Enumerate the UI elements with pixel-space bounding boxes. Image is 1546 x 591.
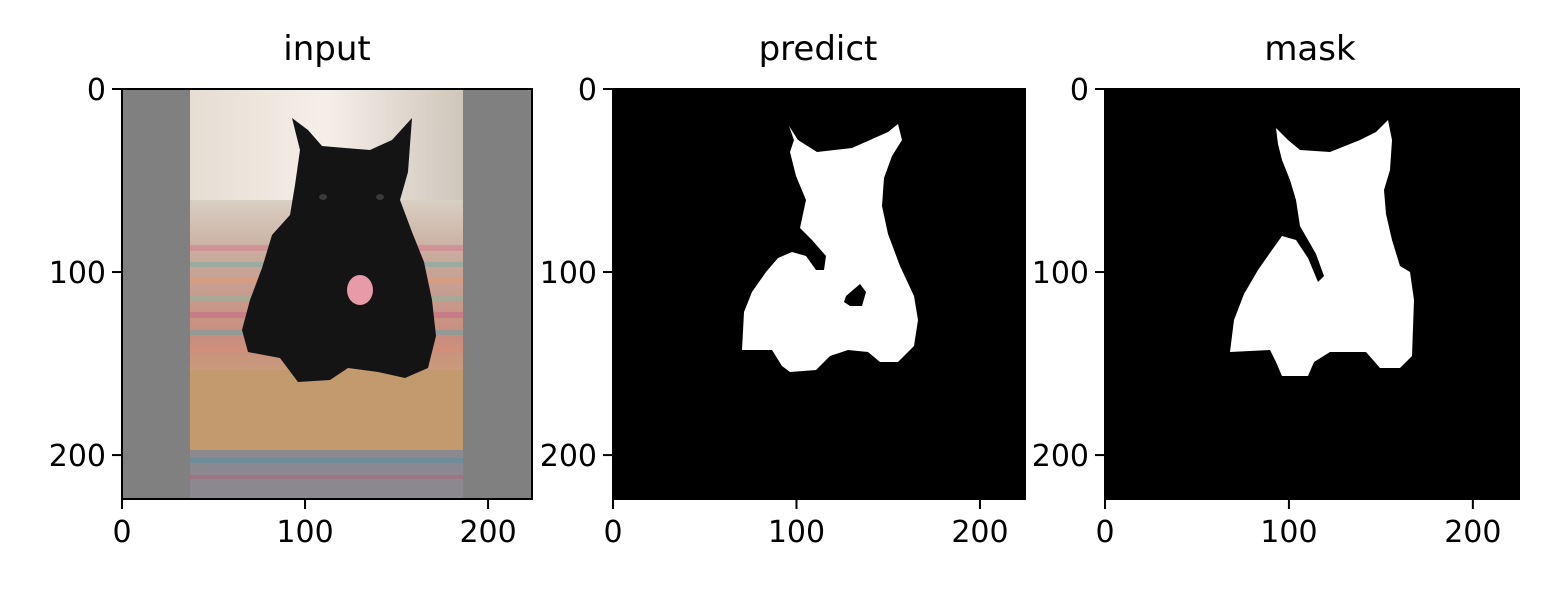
predicted-mask <box>742 124 918 372</box>
x-tick-label: 200 <box>459 515 516 550</box>
y-tick-label: 0 <box>87 73 106 108</box>
y-tick-label: 200 <box>49 439 106 474</box>
x-tick-label: 100 <box>276 515 333 550</box>
padding-left <box>122 89 190 499</box>
dog-tongue <box>347 275 373 305</box>
x-tick-label: 100 <box>1260 515 1317 550</box>
axes-frame <box>612 88 1026 500</box>
axes-frame <box>1104 88 1520 500</box>
x-tick-label: 100 <box>768 515 825 550</box>
y-tick-label: 0 <box>1070 73 1089 108</box>
y-tick-label: 200 <box>1032 439 1089 474</box>
subplot-title: input <box>283 29 370 69</box>
y-tick-label: 200 <box>540 439 597 474</box>
predicted-mask-hole <box>844 284 866 306</box>
axes-frame <box>121 88 533 500</box>
subplot-title: mask <box>1264 29 1356 69</box>
x-tick-label: 200 <box>951 515 1008 550</box>
padding-right <box>463 89 532 499</box>
x-tick-label: 0 <box>112 515 131 550</box>
x-tick-label: 0 <box>1095 515 1114 550</box>
subplot-predict: predict 0 100 200 0 100 200 <box>540 29 1026 550</box>
y-tick-label: 0 <box>578 73 597 108</box>
x-tick-label: 0 <box>603 515 622 550</box>
subplot-mask: mask 0 100 200 0 100 200 <box>1032 29 1520 550</box>
input-image <box>122 89 532 499</box>
subplot-title: predict <box>759 29 878 69</box>
subplot-input: input 0 100 200 <box>49 29 533 550</box>
y-tick-label: 100 <box>540 256 597 291</box>
photo-floor <box>190 370 463 450</box>
y-tick-label: 100 <box>1032 256 1089 291</box>
x-tick-label: 200 <box>1444 515 1501 550</box>
dog-silhouette <box>242 118 436 382</box>
photo-carpet <box>190 450 463 499</box>
ground-truth-mask <box>1230 120 1414 376</box>
y-tick-label: 100 <box>49 256 106 291</box>
